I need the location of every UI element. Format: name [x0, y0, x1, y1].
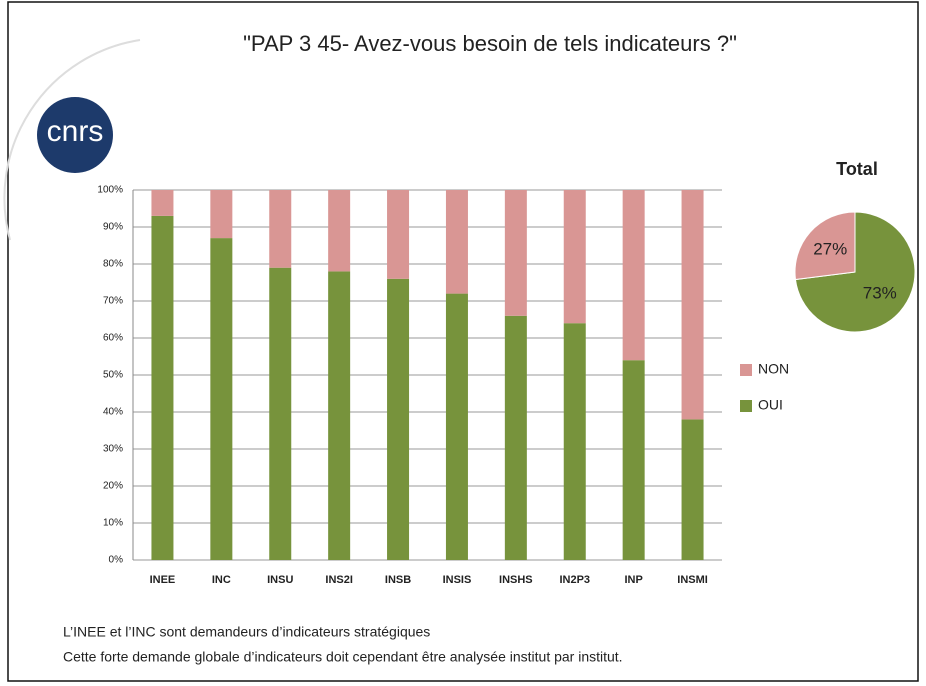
x-tick-label: INC: [212, 574, 231, 586]
y-tick-label: 50%: [103, 370, 123, 381]
bar-segment: [504, 315, 527, 560]
y-tick-label: 90%: [103, 222, 123, 233]
x-tick-label: INP: [624, 574, 642, 586]
bar-segment: [445, 293, 468, 560]
bar-segment: [151, 190, 174, 216]
legend-label: NON: [758, 361, 789, 377]
x-tick-label: INEE: [150, 574, 176, 586]
bar-segment: [563, 323, 586, 560]
slide-title: "PAP 3 45- Avez-vous besoin de tels indi…: [243, 31, 737, 56]
y-tick-label: 0%: [109, 555, 124, 566]
bar-segment: [151, 215, 174, 560]
y-tick-label: 10%: [103, 518, 123, 529]
decor-arc: [3, 39, 141, 241]
logo-circle: [37, 97, 113, 173]
bar-segment: [269, 267, 292, 560]
y-tick-label: 40%: [103, 407, 123, 418]
bar-segment: [210, 190, 233, 239]
bar-segment: [504, 190, 527, 316]
logo: cnrs: [47, 115, 104, 148]
legend-label: OUI: [758, 397, 783, 413]
x-tick-label: INS2I: [325, 574, 353, 586]
x-tick-label: INSIS: [443, 574, 472, 586]
y-tick-label: 100%: [97, 185, 123, 196]
bar-segment: [328, 271, 351, 560]
bar-segment: [622, 360, 645, 560]
bar-segment: [210, 238, 233, 560]
x-tick-label: IN2P3: [559, 574, 590, 586]
bar-segment: [387, 278, 410, 560]
note: L’INEE et l’INC sont demandeurs d’indica…: [63, 624, 430, 640]
bar-segment: [269, 190, 292, 268]
note: Cette forte demande globale d’indicateur…: [63, 649, 623, 665]
pie-label: 73%: [863, 283, 897, 302]
y-tick-label: 30%: [103, 444, 123, 455]
y-tick-label: 70%: [103, 296, 123, 307]
bar-segment: [681, 419, 704, 560]
bar-segment: [445, 190, 468, 294]
legend-swatch: [740, 400, 752, 412]
y-tick-label: 20%: [103, 481, 123, 492]
pie-slice: [794, 211, 856, 281]
legend-swatch: [740, 364, 752, 376]
y-tick-label: 80%: [103, 259, 123, 270]
bar-segment: [387, 190, 410, 279]
y-tick-label: 60%: [103, 333, 123, 344]
x-tick-label: INSU: [267, 574, 293, 586]
x-tick-label: INSB: [385, 574, 411, 586]
bar-segment: [622, 190, 645, 361]
x-tick-label: INSMI: [677, 574, 708, 586]
pie-label: 27%: [813, 240, 847, 259]
bar-segment: [563, 190, 586, 324]
x-tick-label: INSHS: [499, 574, 533, 586]
bar-segment: [681, 190, 704, 420]
bar-segment: [328, 190, 351, 272]
pie-title: Total: [836, 159, 878, 179]
